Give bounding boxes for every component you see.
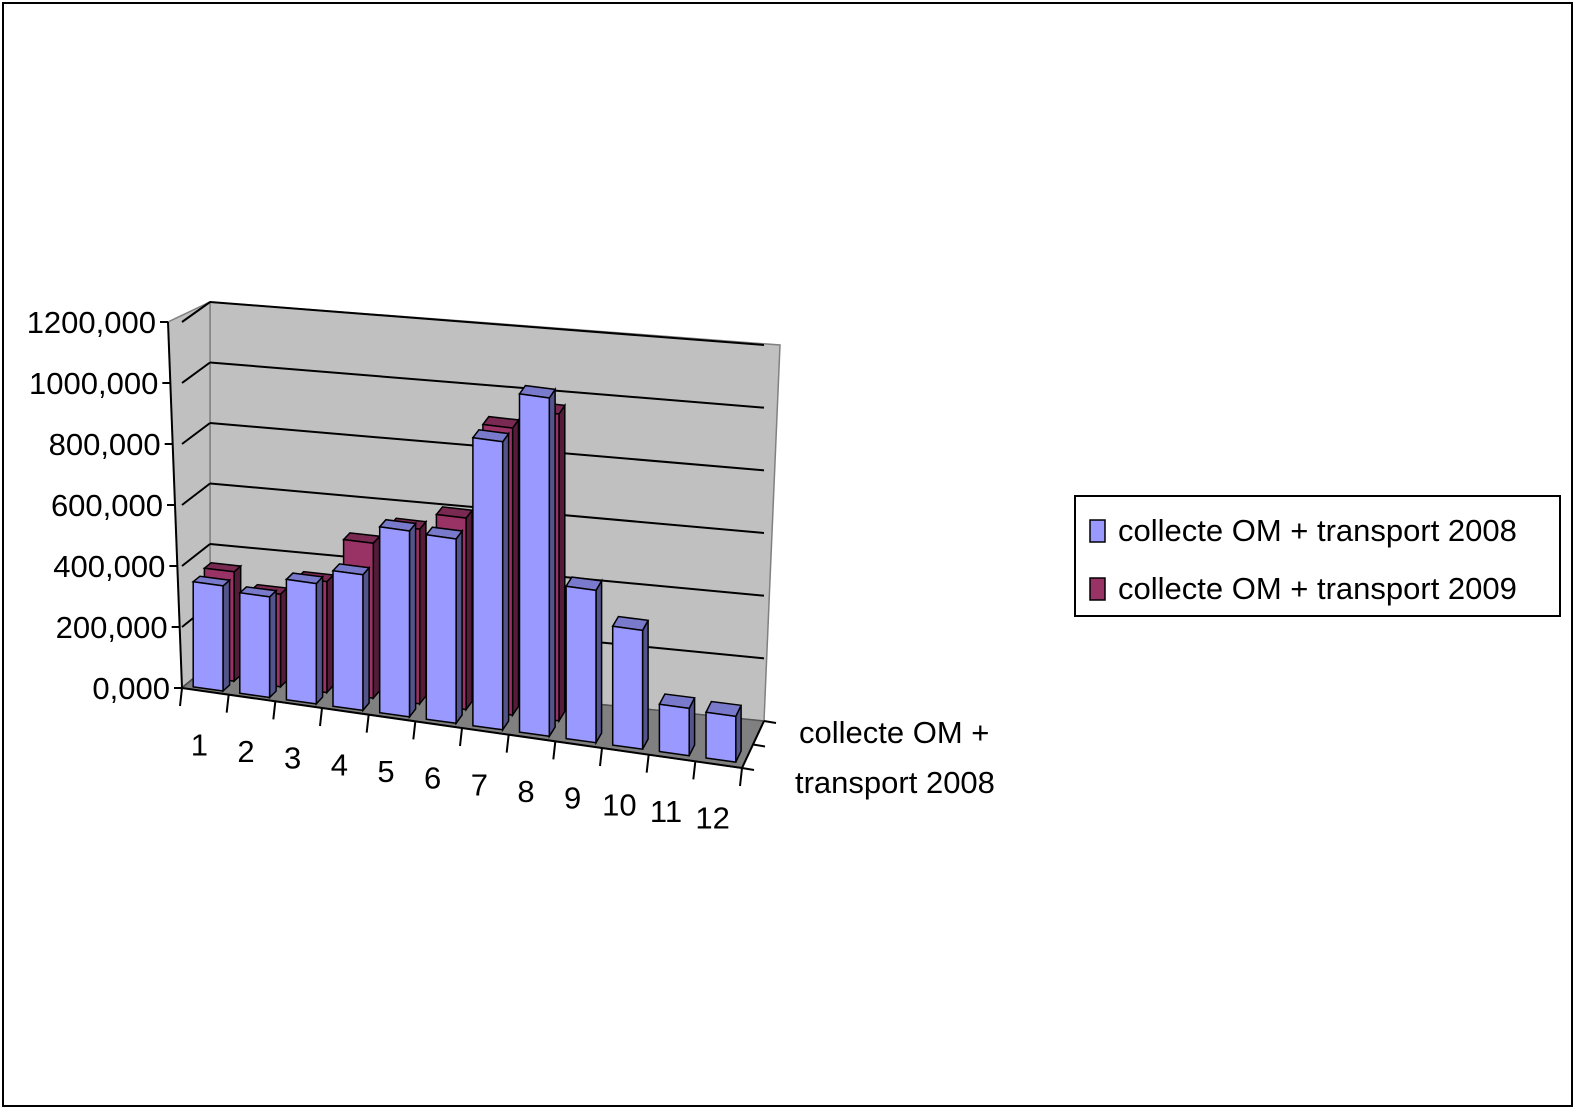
bar-side [501,431,510,733]
bar-2008-6 [424,526,464,726]
bar-side [465,508,473,712]
bar-side [511,417,520,718]
depth-tick-mark [741,767,755,771]
x-tick-label: 3 [284,741,301,776]
depth-tick-mark [763,720,777,724]
y-tick-label: 800,000 [49,427,161,462]
x-tick-label: 11 [650,794,682,829]
bar-2008-3 [284,572,325,706]
bar-side [222,578,231,693]
legend-swatch-2009 [1089,577,1106,601]
legend: collecte OM + transport 2008 collecte OM… [1074,495,1561,617]
depth-axis-label-line-1: collecte OM + [799,715,989,750]
x-tick-mark [179,687,183,707]
y-tick-label: 200,000 [56,610,168,645]
bar-2008-1 [191,575,232,693]
bar-side [268,588,277,700]
bar-chart-3d: 0,000 200,000 400,000 600,000 800,000 1000,00… [27,300,1561,836]
bar-2008-9 [564,576,603,746]
x-tick-mark [739,767,743,787]
x-tick-label: 6 [424,761,441,796]
gridline-side [181,482,211,506]
x-tick-labels: 1 2 3 4 5 6 7 8 9 10 11 12 [191,727,730,835]
depth-tick-mark [752,743,766,748]
bar-side [641,620,649,750]
bar-side [408,521,417,720]
bars [191,384,743,763]
y-tick-label: 600,000 [51,488,163,523]
y-tick-label: 0,000 [92,671,170,706]
x-tick-mark [692,761,697,780]
bar-side [418,519,427,706]
x-tick-mark [319,707,323,727]
legend-label-2009: collecte OM + transport 2009 [1118,571,1517,606]
bar-side [558,402,566,724]
x-tick-label: 4 [331,747,348,782]
bar-2008-7 [471,429,510,733]
bar-2008-4 [331,563,371,713]
y-tick-label: 1200,000 [27,305,156,340]
bar-front [192,580,224,692]
y-tick-label: 400,000 [53,549,165,584]
x-tick-label: 5 [377,754,394,789]
x-tick-label: 2 [237,734,254,769]
y-tick-label: 1000,000 [29,366,158,401]
x-tick-label: 7 [471,767,488,802]
depth-axis-label: collecte OM + transport 2008 [795,715,995,800]
x-tick-label: 10 [602,787,636,822]
bar-front [378,525,411,718]
bar-front [658,703,690,757]
gridline-back [209,301,765,346]
bar-front [285,578,318,705]
gridline-side [181,361,211,384]
bar-front [332,569,364,712]
x-tick-label: 12 [695,801,729,836]
legend-label-2008: collecte OM + transport 2008 [1118,513,1517,548]
bar-side [455,528,463,726]
bar-side [315,575,324,706]
bar-front [705,711,737,763]
bar-2008-8 [518,384,557,739]
axes [160,321,777,787]
x-tick-mark [505,734,510,753]
legend-swatch-2008 [1089,519,1106,543]
x-tick-mark [412,721,417,740]
gridline-side [181,422,211,445]
bar-front [425,533,457,725]
x-tick-mark [552,741,557,760]
bar-side [362,565,370,713]
x-tick-mark [272,701,277,720]
bar-2008-10 [611,615,650,751]
bar-front [518,393,551,738]
gridline-side [181,301,211,323]
legend-box [1074,495,1561,617]
x-tick-label: 8 [517,774,534,809]
x-tick-label: 1 [191,727,208,762]
bar-front [611,625,644,751]
bar-2008-2 [238,586,278,700]
x-tick-mark [459,727,463,747]
y-tick-labels: 0,000 200,000 400,000 600,000 800,000 1000,00… [27,305,170,706]
bar-2008-12 [704,700,743,763]
bar-side [595,578,603,746]
bar-side [372,534,381,701]
bar-2008-11 [658,693,696,757]
bar-side [548,386,556,739]
bar-front [472,436,504,731]
x-tick-mark [365,714,370,733]
bar-2008-5 [378,518,418,720]
bar-front [239,591,271,699]
x-tick-mark [225,694,230,713]
x-tick-mark [645,754,650,773]
x-tick-mark [599,747,603,767]
x-tick-label: 9 [564,781,581,816]
bar-front [565,585,597,744]
gridline-side [181,543,211,567]
depth-axis-label-line-2: transport 2008 [795,765,995,800]
gridline-back [209,361,765,409]
